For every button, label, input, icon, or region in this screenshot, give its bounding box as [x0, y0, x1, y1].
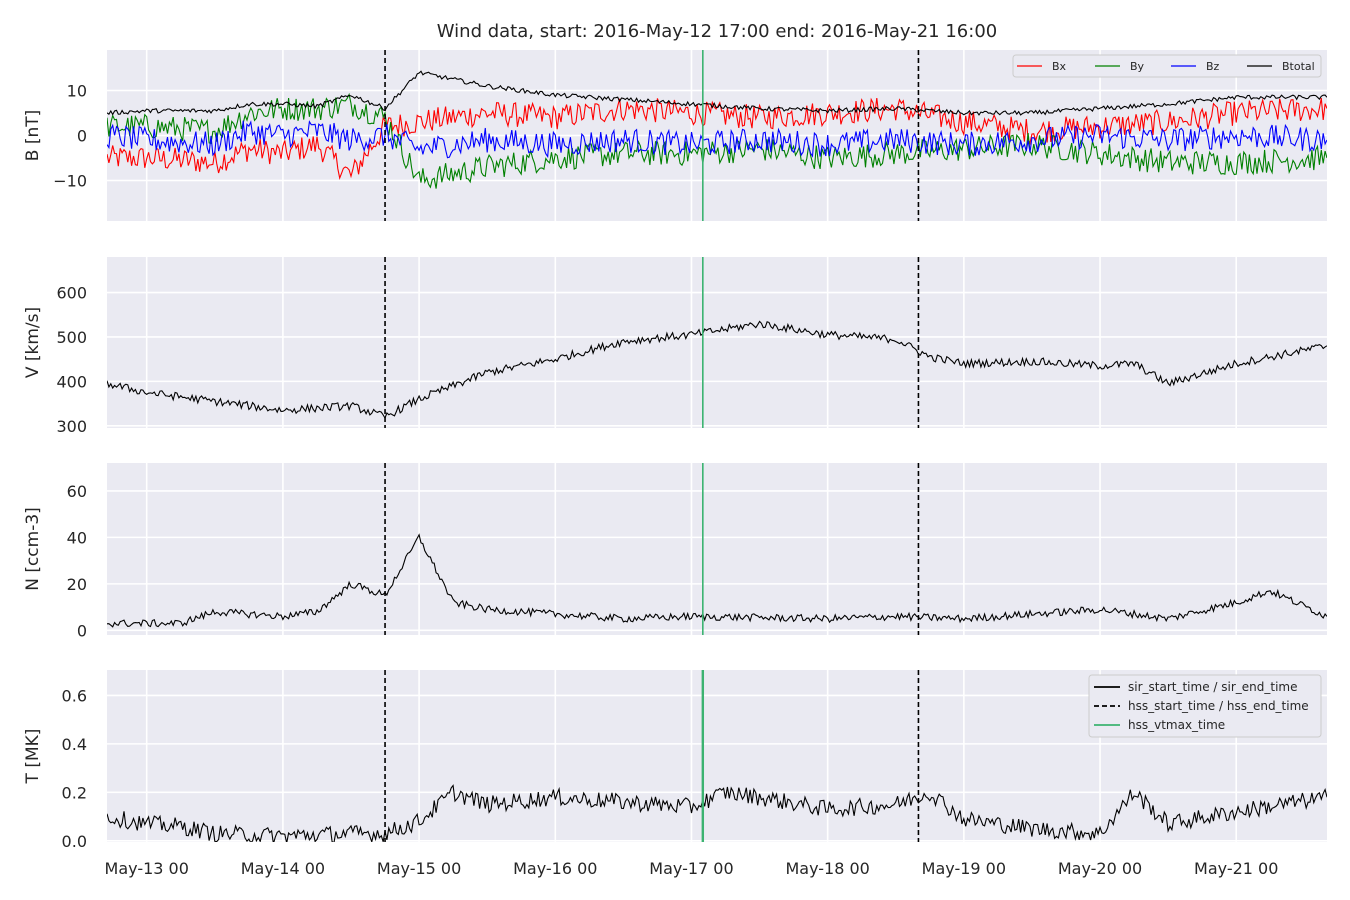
panel-B: −10 0 10 B [nT] Bx By Bz Btotal — [23, 50, 1327, 221]
legend-b: Bx By Bz Btotal — [1012, 54, 1322, 78]
series-line — [107, 320, 1327, 420]
panel-N: 0 20 40 60 N [ccm-3] — [23, 463, 1327, 640]
y-tick-label: 0 — [77, 621, 87, 640]
x-tick-label: May-15 00 — [377, 859, 461, 878]
x-tick-label: May-21 00 — [1194, 859, 1278, 878]
y-axis-label: N [ccm-3] — [23, 507, 43, 591]
series-line — [107, 784, 1327, 842]
x-tick-label: May-14 00 — [241, 859, 325, 878]
y-tick-label: 600 — [56, 284, 87, 303]
y-tick-label: 0.2 — [62, 783, 87, 802]
y-tick-label: 0.4 — [62, 735, 87, 754]
legend-t: sir_start_time / sir_end_time hss_start_t… — [1088, 674, 1322, 738]
y-tick-label: 40 — [67, 528, 87, 547]
plot-area-V — [107, 257, 1327, 428]
legend-label: sir_start_time / sir_end_time — [1128, 680, 1298, 694]
legend-label: Bz — [1206, 60, 1220, 73]
y-tick-label: 0.0 — [62, 832, 87, 851]
x-tick-label: May-16 00 — [513, 859, 597, 878]
legend-label: By — [1130, 60, 1145, 73]
legend-label: Bx — [1052, 60, 1067, 73]
x-tick-label: May-17 00 — [649, 859, 733, 878]
panel-T: 0.0 0.2 0.4 0.6 T [MK] sir_start_time / sir_e… — [23, 670, 1327, 851]
y-tick-label: 0 — [77, 127, 87, 146]
y-tick-label: 0.6 — [62, 686, 87, 705]
plot-area-N — [107, 463, 1327, 635]
y-tick-label: −10 — [53, 172, 87, 191]
y-axis-label: B [nT] — [23, 110, 43, 162]
y-axis-label: V [km/s] — [23, 307, 43, 378]
y-tick-label: 400 — [56, 372, 87, 391]
legend-label: hss_start_time / hss_end_time — [1128, 699, 1309, 713]
y-tick-label: 300 — [56, 417, 87, 436]
y-tick-label: 10 — [67, 82, 87, 101]
x-tick-label: May-19 00 — [922, 859, 1006, 878]
panel-V: 300 400 500 600 V [km/s] — [23, 257, 1327, 436]
x-tick-label: May-20 00 — [1058, 859, 1142, 878]
series-line-by — [107, 92, 1327, 189]
figure-title: Wind data, start: 2016-May-12 17:00 end:… — [437, 21, 997, 42]
legend-label: hss_vtmax_time — [1128, 718, 1225, 732]
y-tick-label: 20 — [67, 575, 87, 594]
y-tick-label: 500 — [56, 328, 87, 347]
legend-box — [1088, 674, 1322, 738]
x-axis: May-13 00 May-14 00 May-15 00 May-16 00 May-… — [105, 859, 1279, 878]
x-tick-label: May-13 00 — [105, 859, 189, 878]
y-axis-label: T [MK] — [23, 729, 43, 785]
series-line — [107, 533, 1327, 628]
series-line-btotal — [107, 70, 1327, 116]
legend-box — [1012, 54, 1322, 78]
series-line-bz — [107, 120, 1327, 159]
legend-label: Btotal — [1282, 60, 1315, 73]
y-tick-label: 60 — [67, 482, 87, 501]
x-tick-label: May-18 00 — [785, 859, 869, 878]
